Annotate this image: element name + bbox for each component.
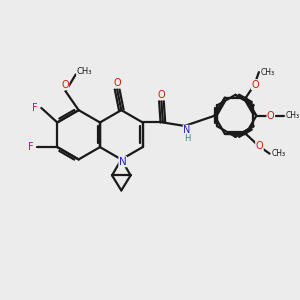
Text: O: O — [256, 141, 263, 151]
Text: F: F — [32, 103, 38, 113]
Text: O: O — [61, 80, 69, 90]
Text: F: F — [28, 142, 33, 152]
Text: CH₃: CH₃ — [286, 111, 300, 120]
Text: O: O — [158, 90, 165, 100]
Text: O: O — [113, 78, 121, 88]
Text: N: N — [183, 125, 190, 135]
Text: H: H — [184, 134, 190, 142]
Text: O: O — [251, 80, 259, 90]
Text: O: O — [267, 111, 274, 121]
Text: N: N — [119, 157, 127, 167]
Text: CH₃: CH₃ — [271, 149, 285, 158]
Text: CH₃: CH₃ — [77, 67, 92, 76]
Text: CH₃: CH₃ — [260, 68, 274, 76]
